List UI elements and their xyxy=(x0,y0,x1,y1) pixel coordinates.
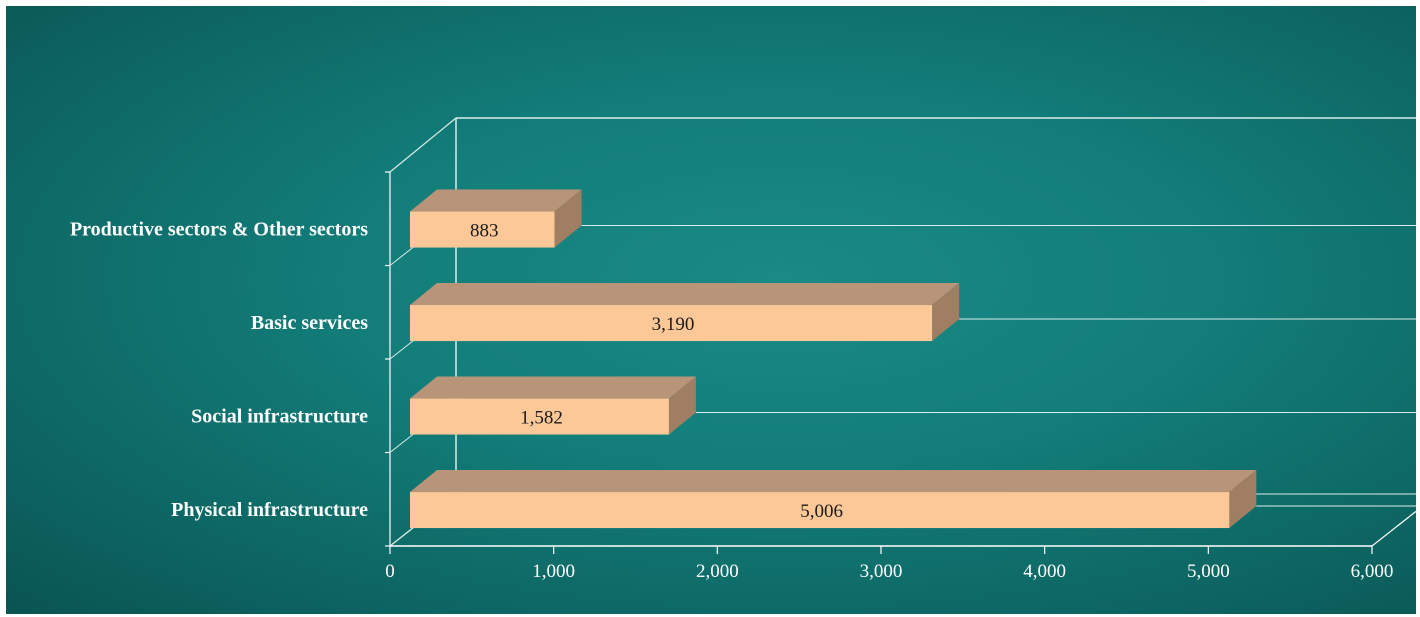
category-label: Productive sectors & Other sectors xyxy=(70,219,368,241)
bar-chart: 0 1,000 2,000 3,000 4,000 5,000 6,000 5,006 Phys… xyxy=(70,117,1416,582)
bar-side-face xyxy=(1229,470,1257,529)
bar-top-face xyxy=(410,376,696,399)
bar xyxy=(410,305,933,342)
category-label: Basic services xyxy=(251,312,368,334)
data-label: 5,006 xyxy=(800,501,843,522)
data-label: 883 xyxy=(470,221,499,242)
floor-right-edge xyxy=(1371,510,1416,547)
bar-side-face xyxy=(668,376,696,435)
x-tick-label: 0 xyxy=(385,561,395,582)
x-tick-label: 5,000 xyxy=(1187,561,1230,582)
x-tick-label: 3,000 xyxy=(860,561,903,582)
data-label: 3,190 xyxy=(652,314,695,335)
category-label: Social infrastructure xyxy=(191,406,368,428)
bar-top-face xyxy=(410,470,1257,493)
x-tick-label: 2,000 xyxy=(696,561,739,582)
bar-side-face xyxy=(554,189,582,248)
bar-top-face xyxy=(410,283,960,306)
data-label: 1,582 xyxy=(520,408,563,429)
category-label: Physical infrastructure xyxy=(171,499,368,521)
x-tick-label: 4,000 xyxy=(1023,561,1066,582)
bar-top-face xyxy=(410,189,582,212)
x-tick-label: 6,000 xyxy=(1351,561,1394,582)
x-tick-label: 1,000 xyxy=(532,561,575,582)
bar xyxy=(410,211,555,248)
bar xyxy=(410,492,1230,529)
bar xyxy=(410,398,669,435)
bar-side-face xyxy=(932,283,960,342)
chart-area: 0 1,000 2,000 3,000 4,000 5,000 6,000 5,006 Phys… xyxy=(6,6,1416,614)
side-wall-top-edge xyxy=(389,117,457,173)
